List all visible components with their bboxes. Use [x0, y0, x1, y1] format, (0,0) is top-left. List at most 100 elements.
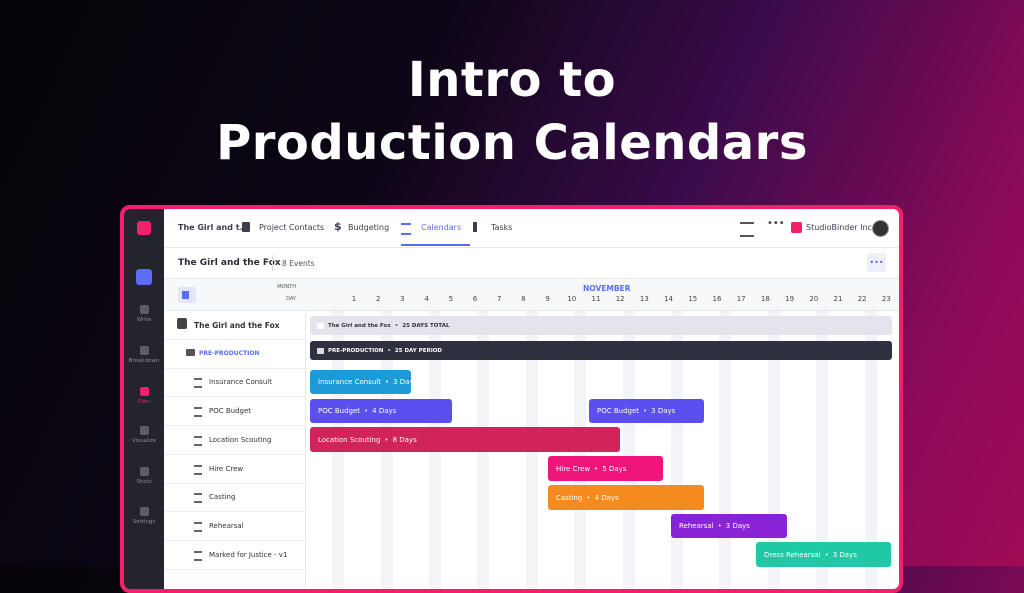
view-toggle[interactable]	[178, 287, 196, 303]
event-name: PRE-PRODUCTION	[328, 347, 384, 354]
nav-tab[interactable]: Project Contacts	[259, 223, 325, 232]
sidebar: Write Breakdown Plan Visualize Shots Settings	[124, 209, 164, 589]
task-icon	[194, 464, 202, 475]
task-name: PRE-PRODUCTION	[199, 349, 260, 357]
sidebar-icon	[139, 507, 149, 516]
day-number: 16	[712, 295, 722, 303]
event-bar[interactable]: The Girl and the Fox25 DAYS TOTAL	[310, 316, 892, 335]
event-name: Dress Rehearsal	[764, 550, 821, 559]
schedule-title: The Girl and the Fox	[178, 258, 281, 268]
day-number: 6	[472, 295, 478, 303]
project-name[interactable]: The Girl and t...	[178, 223, 249, 232]
task-list: The Girl and the Fox PRE-PRODUCTION Insura…	[164, 311, 306, 589]
day-number: 13	[639, 295, 649, 303]
task-row[interactable]: PRE-PRODUCTION	[164, 340, 305, 369]
task-name: The Girl and the Fox	[194, 321, 280, 330]
contacts-icon	[242, 222, 250, 232]
project-icon	[177, 318, 187, 329]
day-number: 5	[448, 295, 454, 303]
sidebar-item[interactable]: Settings	[124, 507, 164, 525]
nav-tab[interactable]: Budgeting	[348, 223, 390, 232]
task-name: Marked for Justice - v1	[209, 550, 288, 559]
sidebar-label: Breakdown	[128, 358, 160, 364]
avatar[interactable]	[872, 220, 889, 237]
event-name: Casting	[556, 493, 583, 502]
event-bar[interactable]: Hire Crew5 Days	[548, 456, 663, 481]
sidebar-item[interactable]: Plan	[124, 387, 164, 405]
more-icon[interactable]: •••	[767, 218, 785, 229]
tasks-icon	[473, 222, 487, 232]
day-number: 14	[664, 295, 674, 303]
day-number: 23	[881, 295, 891, 303]
event-duration: 4 Days	[360, 407, 396, 415]
event-bar[interactable]: Insurance Consult3 Days	[310, 370, 411, 394]
bar-icon	[317, 322, 324, 329]
sidebar-label: Plan	[138, 399, 150, 405]
logo[interactable]	[137, 221, 151, 235]
nav-tab[interactable]: Calendars	[421, 223, 462, 232]
day-number: 19	[785, 295, 795, 303]
event-bar[interactable]: Casting4 Days	[548, 485, 704, 510]
task-row[interactable]: POC Budget	[164, 397, 305, 427]
day-label: DAY	[286, 296, 296, 302]
task-name: POC Budget	[209, 407, 252, 416]
task-name: Rehearsal	[209, 521, 244, 530]
sidebar-label: Settings	[132, 519, 156, 525]
event-bar[interactable]: Location Scouting8 Days	[310, 427, 620, 452]
task-row[interactable]: Location Scouting	[164, 426, 305, 455]
company-name[interactable]: StudioBinder Inc	[806, 223, 872, 232]
task-icon	[194, 493, 202, 504]
sidebar-icon	[139, 467, 149, 476]
home-icon[interactable]	[136, 269, 152, 285]
task-row[interactable]: The Girl and the Fox	[164, 311, 305, 340]
folder-icon	[186, 348, 195, 356]
month-name: NOVEMBER	[583, 284, 631, 293]
event-duration: 3 Days	[714, 522, 750, 530]
day-number: 4	[424, 295, 429, 303]
task-row[interactable]: Insurance Consult	[164, 368, 305, 398]
day-number: 2	[375, 295, 381, 303]
sidebar-item[interactable]: Breakdown	[124, 346, 164, 364]
task-icon	[194, 407, 202, 418]
event-name: POC Budget	[597, 407, 640, 415]
event-bar[interactable]: POC Budget4 Days	[310, 399, 452, 423]
month-label: MONTH	[277, 284, 296, 290]
event-bar[interactable]: POC Budget3 Days	[589, 399, 704, 423]
company-logo	[791, 222, 802, 233]
sidebar-label: Shots	[136, 479, 152, 485]
event-duration: 5 Days	[590, 465, 626, 473]
day-number: 11	[591, 295, 601, 303]
task-row[interactable]: Rehearsal	[164, 512, 305, 541]
sidebar-item[interactable]: Write	[124, 305, 164, 323]
event-bar[interactable]: PRE-PRODUCTION25 DAY PERIOD	[310, 341, 892, 360]
top-nav: The Girl and t... $ ••• StudioBinder Inc…	[164, 209, 899, 248]
day-number: 12	[615, 295, 625, 303]
day-column	[816, 311, 829, 589]
day-number: 15	[688, 295, 698, 303]
sidebar-label: Visualize	[131, 438, 157, 444]
task-row[interactable]: Marked for Justice - v1	[164, 541, 305, 570]
sidebar-item[interactable]: Shots	[124, 467, 164, 485]
sidebar-item[interactable]: Visualize	[124, 426, 164, 444]
event-bar[interactable]: Dress Rehearsal3 Days	[756, 542, 891, 567]
sidebar-label: Write	[136, 317, 152, 323]
nav-tab[interactable]: Tasks	[491, 223, 513, 232]
event-duration: 25 DAYS TOTAL	[391, 323, 450, 329]
task-row[interactable]: Hire Crew	[164, 455, 305, 484]
event-count: 8 Events	[282, 259, 315, 268]
task-row[interactable]: Casting	[164, 483, 305, 513]
day-number: 7	[496, 295, 502, 303]
event-bar[interactable]: Rehearsal3 Days	[671, 514, 787, 538]
options-button[interactable]: •••	[867, 253, 886, 272]
day-number: 3	[400, 295, 405, 303]
view-icon[interactable]	[740, 222, 754, 237]
toolbar: The Girl and the Fox 8 Events •••	[164, 248, 899, 279]
day-number: 1	[351, 295, 357, 303]
day-number: 20	[809, 295, 819, 303]
event-duration: 3 Days	[381, 378, 411, 386]
task-icon	[194, 550, 202, 561]
divider	[272, 255, 273, 271]
sidebar-icon	[139, 305, 149, 314]
event-name: Hire Crew	[556, 464, 591, 473]
